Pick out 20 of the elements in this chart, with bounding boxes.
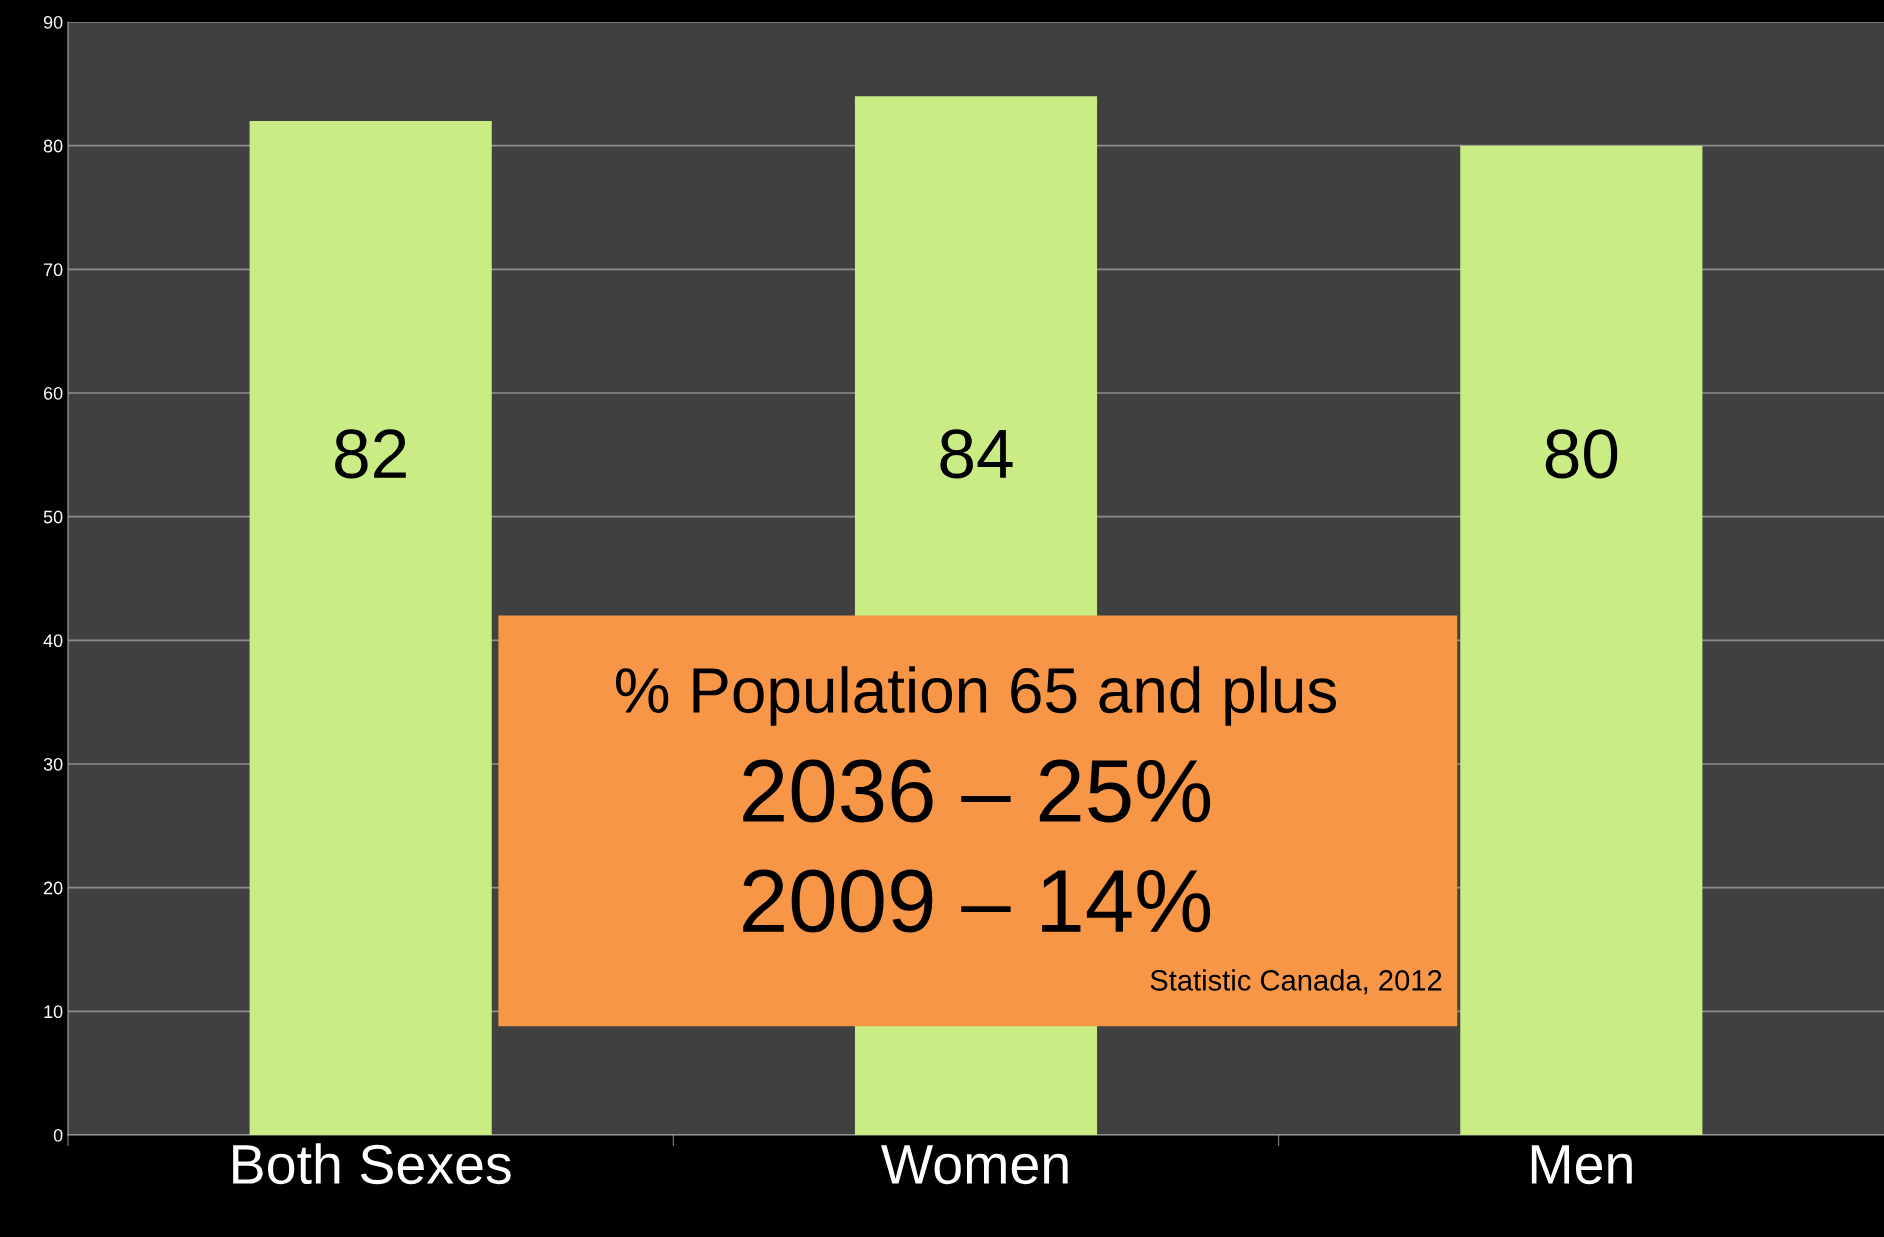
x-tick-label: Both Sexes: [233, 1143, 511, 1185]
y-tick-label: 0: [53, 1128, 63, 1142]
y-tick-label: 80: [43, 139, 63, 153]
annotation: Statistic Canada, 2012: [1150, 969, 1442, 995]
annotation: 2009 – 14%: [743, 869, 1211, 933]
y-tick-label: 40: [43, 634, 63, 648]
x-tick-label: Men: [1531, 1145, 1632, 1185]
y-tick-label: 70: [43, 263, 63, 277]
x-tick-label: Women: [881, 1145, 1068, 1185]
y-tick-label: 20: [43, 881, 63, 895]
y-tick-label: 10: [44, 1005, 63, 1019]
annotation: % Population 65 and plus: [615, 666, 1337, 726]
annotation: 2036 – 25%: [743, 759, 1211, 823]
y-tick-label: 50: [43, 510, 63, 524]
y-tick-label: 60: [43, 386, 63, 400]
data-label: 80: [1545, 429, 1618, 479]
y-tick-label: 30: [43, 757, 63, 771]
y-tick-label: 90: [43, 15, 63, 29]
data-label: 82: [335, 429, 406, 479]
data-label: 84: [940, 429, 1013, 479]
